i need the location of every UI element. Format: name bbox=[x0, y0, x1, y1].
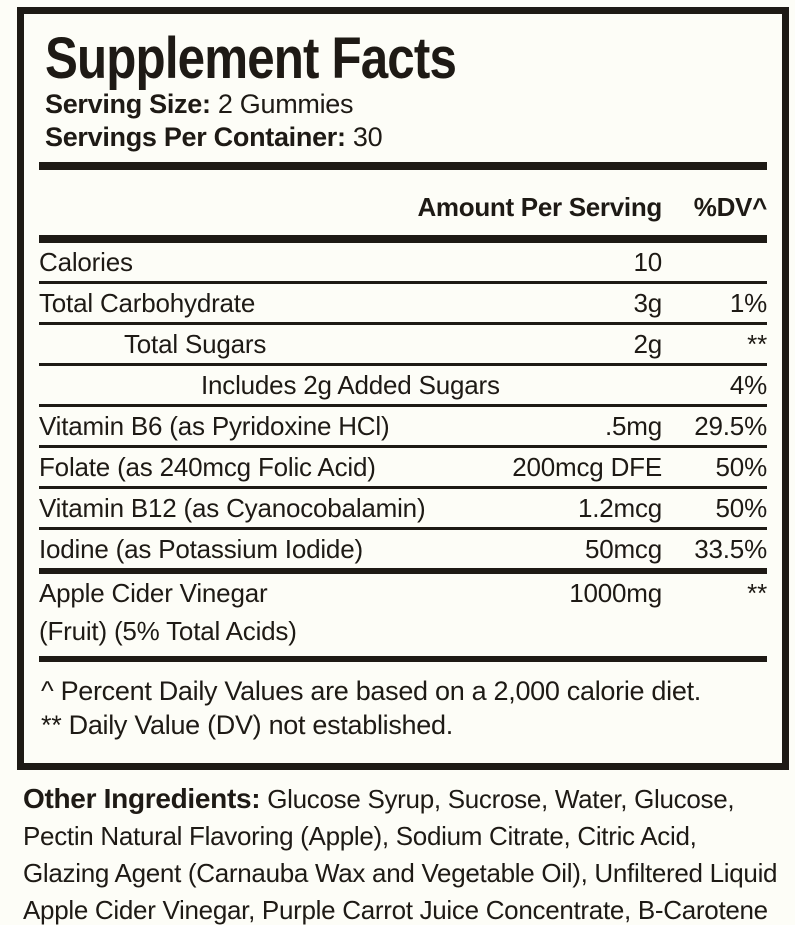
row-name: Calories bbox=[39, 247, 133, 277]
row-amount: 1000mg bbox=[569, 578, 662, 608]
other-ingredients-label: Other Ingredients: bbox=[23, 783, 261, 814]
divider-above-acv bbox=[39, 568, 767, 574]
row-name: Folate (as 240mcg Folic Acid) bbox=[39, 452, 376, 482]
footnotes: ^ Percent Daily Values are based on a 2,… bbox=[39, 662, 767, 742]
table-row-folate: Folate (as 240mcg Folic Acid) 200mcg DFE… bbox=[39, 448, 767, 489]
panel-title: Supplement Facts bbox=[45, 26, 457, 91]
nutrient-rows: Calories 10 Total Carbohydrate 3g 1% Tot… bbox=[39, 243, 767, 662]
table-row-total-carbohydrate: Total Carbohydrate 3g 1% bbox=[39, 284, 767, 325]
row-dv: 33.5% bbox=[694, 534, 767, 564]
row-amount: 3g bbox=[633, 288, 662, 318]
table-row-total-sugars: Total Sugars 2g ** bbox=[39, 325, 767, 366]
row-name: Total Carbohydrate bbox=[39, 288, 256, 318]
row-amount: 1.2mcg bbox=[577, 493, 662, 523]
table-row-vitamin-b12: Vitamin B12 (as Cyanocobalamin) 1.2mcg 5… bbox=[39, 489, 767, 530]
row-name: Iodine (as Potassium Iodide) bbox=[39, 534, 363, 564]
servings-per-container-label: Servings Per Container: bbox=[45, 122, 346, 152]
row-name: Vitamin B12 (as Cyanocobalamin) bbox=[39, 493, 426, 523]
row-amount: .5mg bbox=[604, 411, 662, 441]
supplement-facts-panel: Supplement Facts Serving Size: 2 Gummies… bbox=[17, 7, 789, 770]
row-dv: 29.5% bbox=[694, 411, 767, 441]
row-amount bbox=[500, 366, 670, 404]
row-name-line2: (Fruit) (5% Total Acids) bbox=[39, 616, 297, 646]
serving-size-value: 2 Gummies bbox=[217, 89, 354, 119]
row-dv: 50% bbox=[715, 493, 768, 523]
row-dv bbox=[662, 243, 767, 281]
serving-size-line: Serving Size: 2 Gummies bbox=[45, 88, 767, 121]
divider-above-footnotes bbox=[39, 656, 767, 662]
other-ingredients-paragraph: Other Ingredients: Glucose Syrup, Sucros… bbox=[23, 780, 785, 925]
row-dv: 1% bbox=[729, 288, 767, 318]
table-row-added-sugars: Includes 2g Added Sugars 4% bbox=[39, 366, 767, 407]
row-amount: 2g bbox=[633, 329, 662, 359]
row-amount: 10 bbox=[633, 247, 662, 277]
row-name: Includes 2g Added Sugars bbox=[201, 370, 500, 400]
row-name: Vitamin B6 (as Pyridoxine HCl) bbox=[39, 411, 390, 441]
row-amount: 50mcg bbox=[584, 534, 662, 564]
footnote-dv-not-established: ** Daily Value (DV) not established. bbox=[41, 710, 453, 740]
row-dv: 4% bbox=[729, 370, 767, 400]
table-row-vitamin-b6: Vitamin B6 (as Pyridoxine HCl) .5mg 29.5… bbox=[39, 407, 767, 448]
servings-per-container-line: Servings Per Container: 30 bbox=[45, 121, 767, 154]
table-row-calories: Calories 10 bbox=[39, 243, 767, 284]
row-amount: 200mcg DFE bbox=[512, 452, 662, 482]
row-dv: 50% bbox=[715, 452, 768, 482]
amount-per-serving-header: Amount Per Serving bbox=[417, 192, 662, 222]
divider-header-thick bbox=[39, 235, 767, 243]
row-name: Total Sugars bbox=[124, 329, 267, 359]
column-header-row: Amount Per Serving %DV^ bbox=[39, 170, 767, 235]
row-name: Apple Cider Vinegar bbox=[39, 578, 268, 608]
table-row-apple-cider-vinegar: Apple Cider Vinegar 1000mg ** (Fruit) (5… bbox=[39, 574, 767, 656]
servings-per-container-value: 30 bbox=[352, 122, 383, 152]
other-ingredients-text: Glucose Syrup, Sucrose, Water, Glucose, … bbox=[23, 784, 778, 925]
row-dv: ** bbox=[747, 329, 767, 359]
row-dv: ** bbox=[747, 578, 767, 608]
percent-dv-header: %DV^ bbox=[693, 192, 768, 222]
serving-size-label: Serving Size: bbox=[45, 89, 211, 119]
table-row-iodine: Iodine (as Potassium Iodide) 50mcg 33.5% bbox=[39, 530, 767, 568]
footnote-percent-dv: ^ Percent Daily Values are based on a 2,… bbox=[41, 676, 701, 706]
divider-top-thick bbox=[39, 162, 767, 170]
